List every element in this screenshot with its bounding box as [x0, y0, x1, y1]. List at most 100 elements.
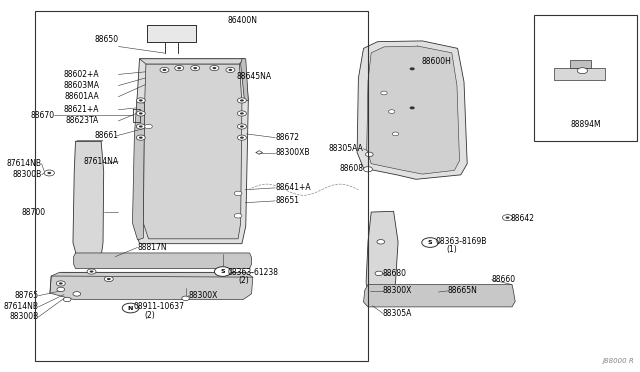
Circle shape — [234, 214, 242, 218]
Circle shape — [145, 124, 152, 129]
Circle shape — [410, 106, 415, 109]
Circle shape — [240, 125, 244, 128]
Circle shape — [237, 111, 246, 116]
Polygon shape — [147, 25, 196, 42]
Circle shape — [381, 91, 387, 95]
Text: 88621+A: 88621+A — [64, 105, 99, 114]
Polygon shape — [143, 64, 242, 239]
Circle shape — [212, 67, 216, 69]
Circle shape — [56, 281, 65, 286]
Circle shape — [226, 67, 235, 73]
Circle shape — [193, 67, 197, 69]
Text: 88300XB: 88300XB — [275, 148, 310, 157]
Text: 08363-8169B: 08363-8169B — [435, 237, 486, 246]
Circle shape — [139, 112, 143, 115]
Text: 88660: 88660 — [492, 275, 516, 284]
Circle shape — [210, 65, 219, 71]
Circle shape — [375, 271, 383, 276]
Text: J88000 R: J88000 R — [602, 358, 634, 364]
Circle shape — [577, 68, 588, 74]
Circle shape — [191, 65, 200, 71]
Polygon shape — [357, 41, 467, 179]
Circle shape — [506, 217, 509, 219]
Text: 87614NB: 87614NB — [6, 159, 42, 168]
Circle shape — [214, 267, 231, 276]
Text: 88641+A: 88641+A — [275, 183, 311, 192]
Text: 86400N: 86400N — [227, 16, 257, 25]
Text: S: S — [220, 269, 225, 274]
Text: 88623TA: 88623TA — [66, 116, 99, 125]
Polygon shape — [367, 46, 460, 174]
Polygon shape — [134, 59, 248, 244]
Polygon shape — [73, 141, 104, 257]
Circle shape — [410, 67, 415, 70]
Polygon shape — [554, 68, 605, 80]
Circle shape — [240, 99, 244, 102]
Text: 88672: 88672 — [275, 133, 300, 142]
Text: 88300X: 88300X — [189, 291, 218, 300]
Polygon shape — [50, 272, 253, 299]
Polygon shape — [364, 285, 515, 307]
Text: (1): (1) — [447, 246, 458, 254]
Circle shape — [87, 269, 96, 274]
Text: 88300B: 88300B — [12, 170, 42, 179]
Text: 88680: 88680 — [383, 269, 407, 278]
Circle shape — [182, 296, 189, 301]
Bar — [534, 15, 637, 141]
Text: 88305AA: 88305AA — [329, 144, 364, 153]
Circle shape — [240, 137, 244, 139]
Circle shape — [90, 270, 93, 273]
Circle shape — [502, 215, 513, 221]
Polygon shape — [140, 59, 244, 64]
Text: 88642: 88642 — [511, 214, 535, 223]
Circle shape — [59, 282, 63, 285]
Text: 88765: 88765 — [14, 291, 38, 300]
Circle shape — [63, 297, 71, 302]
Text: 88645NA: 88645NA — [237, 72, 272, 81]
Circle shape — [139, 125, 143, 128]
Polygon shape — [366, 211, 398, 302]
Text: 88700: 88700 — [22, 208, 46, 217]
Circle shape — [136, 135, 145, 140]
Circle shape — [139, 137, 143, 139]
Text: 88600H: 88600H — [421, 57, 451, 66]
Text: 88651: 88651 — [275, 196, 300, 205]
Circle shape — [240, 112, 244, 115]
Text: 88650: 88650 — [94, 35, 118, 44]
Circle shape — [122, 303, 139, 313]
Circle shape — [377, 240, 385, 244]
Circle shape — [136, 124, 145, 129]
Circle shape — [139, 99, 143, 102]
Circle shape — [175, 65, 184, 71]
Circle shape — [422, 238, 438, 247]
Polygon shape — [570, 60, 591, 68]
Circle shape — [104, 276, 113, 282]
Text: 88601AA: 88601AA — [65, 92, 99, 101]
Text: 88661: 88661 — [95, 131, 118, 140]
Text: 08911-10637: 08911-10637 — [133, 302, 184, 311]
Text: 88603MA: 88603MA — [63, 81, 99, 90]
Text: S: S — [428, 240, 433, 245]
Text: 87614NA: 87614NA — [83, 157, 118, 166]
Text: 87614NB: 87614NB — [3, 302, 38, 311]
Circle shape — [228, 69, 232, 71]
Text: 88665N: 88665N — [448, 286, 478, 295]
Circle shape — [388, 110, 395, 113]
Circle shape — [57, 287, 65, 292]
Bar — [35, 11, 368, 361]
Circle shape — [237, 135, 246, 140]
Text: 88300X: 88300X — [383, 286, 412, 295]
Text: N: N — [128, 305, 133, 311]
Text: 88305A: 88305A — [383, 309, 412, 318]
Circle shape — [163, 69, 166, 71]
Circle shape — [136, 98, 145, 103]
Text: 88817N: 88817N — [138, 243, 167, 252]
Circle shape — [160, 67, 169, 73]
Circle shape — [364, 167, 372, 172]
Circle shape — [47, 172, 51, 174]
Circle shape — [44, 170, 54, 176]
Polygon shape — [241, 59, 248, 100]
Text: 88670: 88670 — [30, 111, 54, 120]
Polygon shape — [132, 100, 145, 240]
Text: 88894M: 88894M — [570, 120, 601, 129]
